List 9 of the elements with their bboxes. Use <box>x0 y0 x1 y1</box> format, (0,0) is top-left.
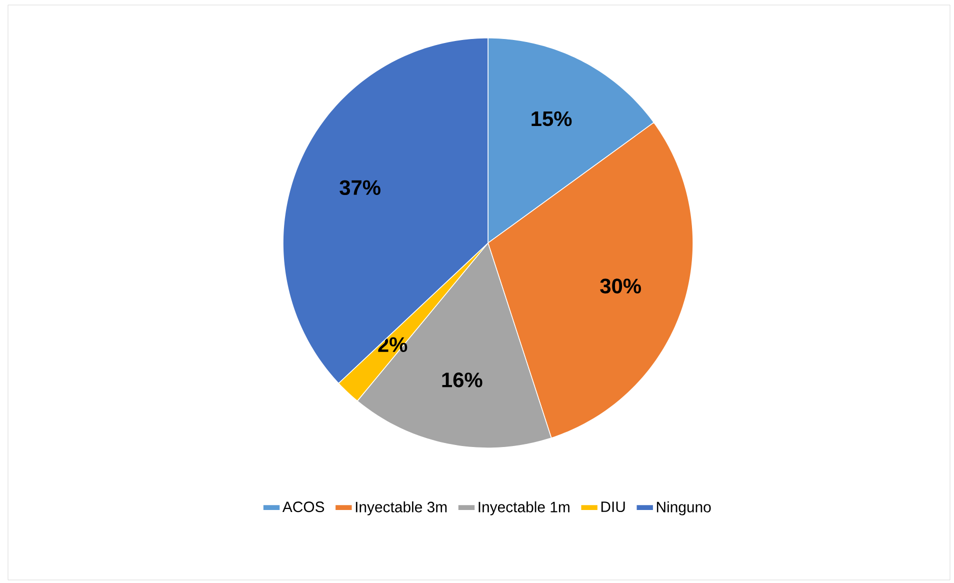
data-label: 37% <box>340 180 380 196</box>
legend-label: Inyectable 3m <box>356 501 447 516</box>
data-label: 16% <box>442 372 482 388</box>
data-label: 30% <box>600 278 641 294</box>
legend-label: Ninguno <box>656 501 711 516</box>
legend-label: Inyectable 1m <box>478 501 570 516</box>
legend-label: DIU <box>601 502 625 512</box>
legend-label: ACOS <box>282 502 324 512</box>
data-label: 15% <box>532 111 572 126</box>
